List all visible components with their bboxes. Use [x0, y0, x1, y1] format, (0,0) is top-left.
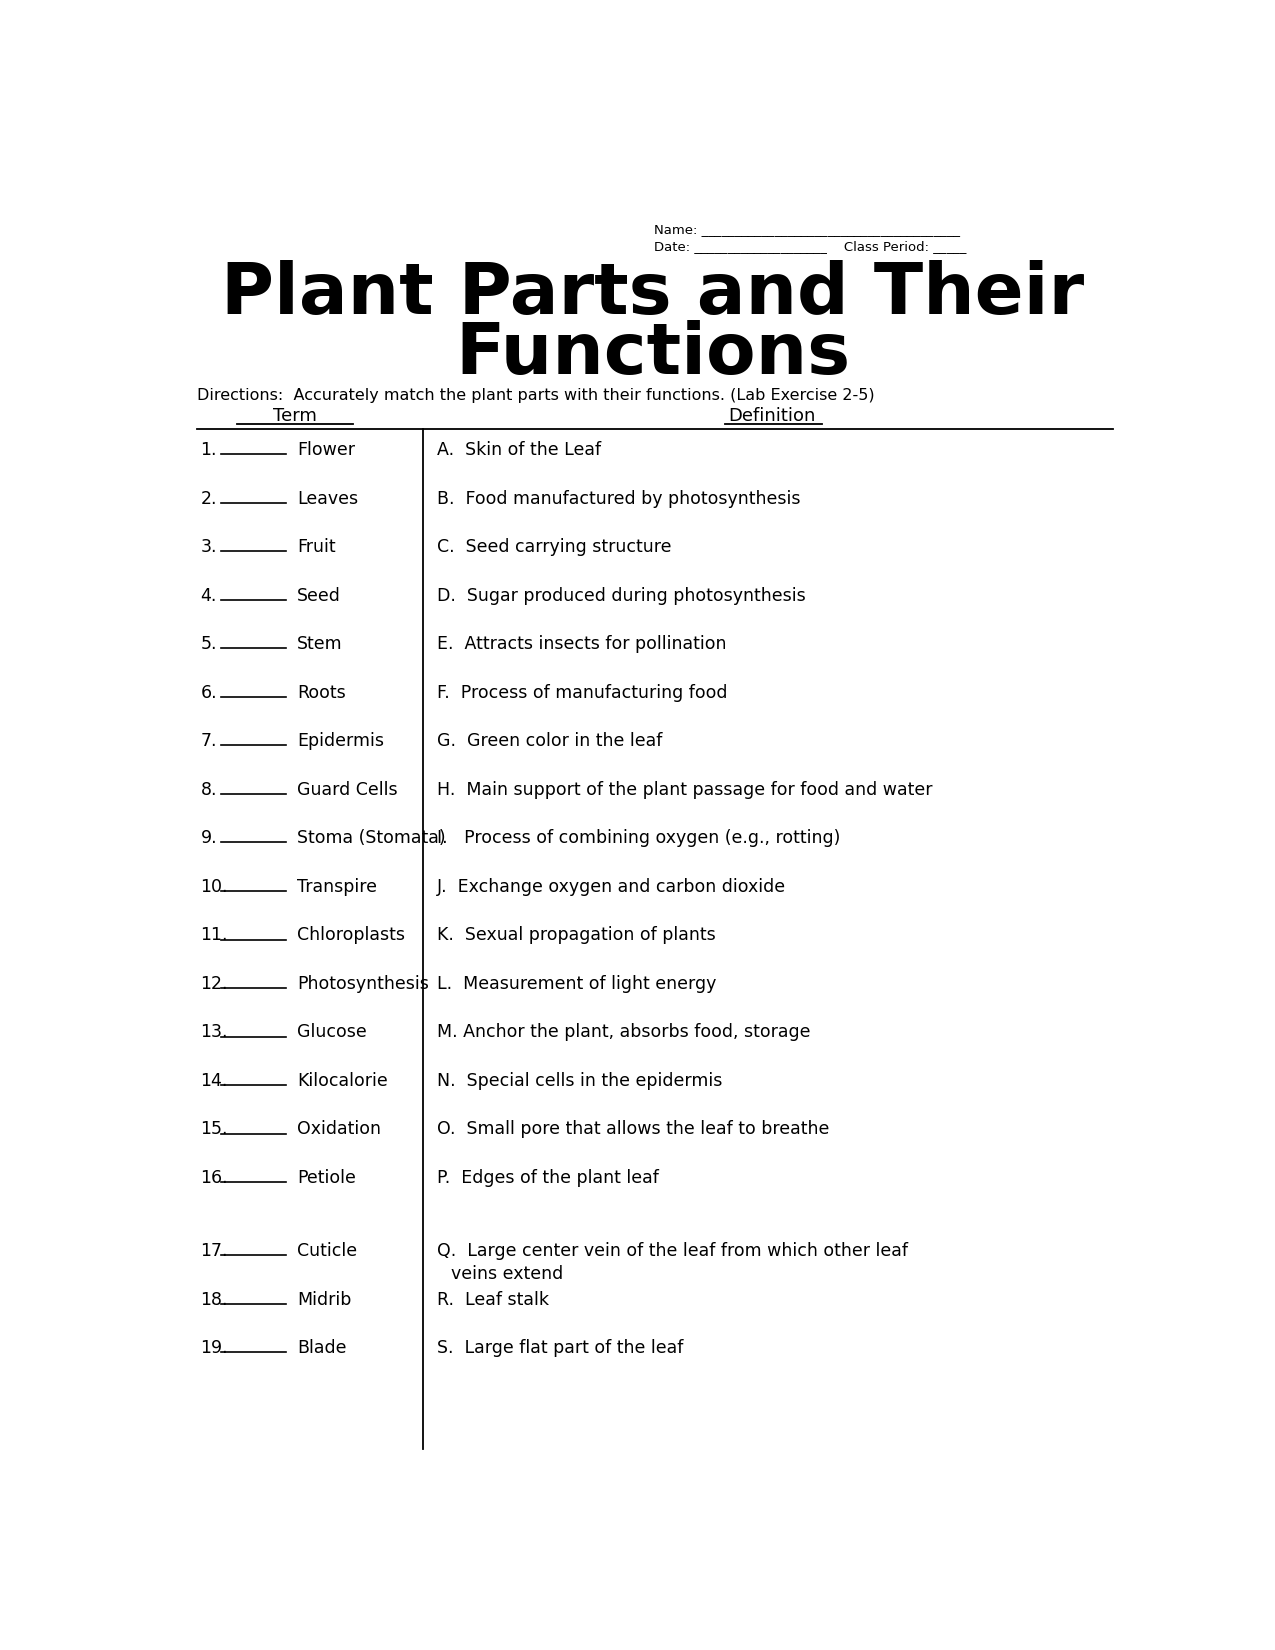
Text: 18.: 18. — [200, 1290, 228, 1308]
Text: M. Anchor the plant, absorbs food, storage: M. Anchor the plant, absorbs food, stora… — [437, 1023, 811, 1041]
Text: Photosynthesis: Photosynthesis — [297, 975, 430, 993]
Text: O.  Small pore that allows the leaf to breathe: O. Small pore that allows the leaf to br… — [437, 1120, 829, 1138]
Text: 14.: 14. — [200, 1072, 228, 1091]
Text: Stoma (Stomata): Stoma (Stomata) — [297, 830, 446, 848]
Text: 2.: 2. — [200, 490, 217, 508]
Text: Leaves: Leaves — [297, 490, 358, 508]
Text: 7.: 7. — [200, 733, 217, 751]
Text: 5.: 5. — [200, 635, 217, 653]
Text: Directions:  Accurately match the plant parts with their functions. (Lab Exercis: Directions: Accurately match the plant p… — [196, 388, 875, 403]
Text: Midrib: Midrib — [297, 1290, 352, 1308]
Text: C.  Seed carrying structure: C. Seed carrying structure — [437, 538, 672, 556]
Text: Definition: Definition — [728, 408, 815, 426]
Text: Date: ____________________    Class Period: _____: Date: ____________________ Class Period:… — [654, 239, 966, 252]
Text: 11.: 11. — [200, 926, 228, 944]
Text: Stem: Stem — [297, 635, 343, 653]
Text: 6.: 6. — [200, 683, 217, 701]
Text: Glucose: Glucose — [297, 1023, 367, 1041]
Text: S.  Large flat part of the leaf: S. Large flat part of the leaf — [437, 1340, 683, 1358]
Text: Kilocalorie: Kilocalorie — [297, 1072, 388, 1091]
Text: Chloroplasts: Chloroplasts — [297, 926, 405, 944]
Text: G.  Green color in the leaf: G. Green color in the leaf — [437, 733, 662, 751]
Text: D.  Sugar produced during photosynthesis: D. Sugar produced during photosynthesis — [437, 587, 806, 606]
Text: N.  Special cells in the epidermis: N. Special cells in the epidermis — [437, 1072, 722, 1091]
Text: J.  Exchange oxygen and carbon dioxide: J. Exchange oxygen and carbon dioxide — [437, 878, 785, 896]
Text: 17.: 17. — [200, 1242, 228, 1261]
Text: 4.: 4. — [200, 587, 217, 606]
Text: Epidermis: Epidermis — [297, 733, 384, 751]
Text: Blade: Blade — [297, 1340, 347, 1358]
Text: Cuticle: Cuticle — [297, 1242, 357, 1261]
Text: 8.: 8. — [200, 780, 217, 799]
Text: A.  Skin of the Leaf: A. Skin of the Leaf — [437, 441, 601, 459]
Text: Seed: Seed — [297, 587, 342, 606]
Text: Petiole: Petiole — [297, 1168, 356, 1186]
Text: F.  Process of manufacturing food: F. Process of manufacturing food — [437, 683, 727, 701]
Text: 16.: 16. — [200, 1168, 228, 1186]
Text: L.  Measurement of light energy: L. Measurement of light energy — [437, 975, 717, 993]
Text: R.  Leaf stalk: R. Leaf stalk — [437, 1290, 548, 1308]
Text: Roots: Roots — [297, 683, 346, 701]
Text: H.  Main support of the plant passage for food and water: H. Main support of the plant passage for… — [437, 780, 932, 799]
Text: 19.: 19. — [200, 1340, 228, 1358]
Text: Transpire: Transpire — [297, 878, 377, 896]
Text: K.  Sexual propagation of plants: K. Sexual propagation of plants — [437, 926, 715, 944]
Text: Name: _______________________________________: Name: __________________________________… — [654, 223, 960, 236]
Text: Term: Term — [273, 408, 317, 426]
Text: I.   Process of combining oxygen (e.g., rotting): I. Process of combining oxygen (e.g., ro… — [437, 830, 840, 848]
Text: 15.: 15. — [200, 1120, 228, 1138]
Text: 12.: 12. — [200, 975, 228, 993]
Text: 9.: 9. — [200, 830, 217, 848]
Text: B.  Food manufactured by photosynthesis: B. Food manufactured by photosynthesis — [437, 490, 801, 508]
Text: Guard Cells: Guard Cells — [297, 780, 398, 799]
Text: Functions: Functions — [455, 320, 850, 389]
Text: Plant Parts and Their: Plant Parts and Their — [222, 259, 1085, 328]
Text: 1.: 1. — [200, 441, 217, 459]
Text: E.  Attracts insects for pollination: E. Attracts insects for pollination — [437, 635, 727, 653]
Text: veins extend: veins extend — [451, 1266, 564, 1284]
Text: 3.: 3. — [200, 538, 217, 556]
Text: Q.  Large center vein of the leaf from which other leaf: Q. Large center vein of the leaf from wh… — [437, 1242, 908, 1261]
Text: P.  Edges of the plant leaf: P. Edges of the plant leaf — [437, 1168, 659, 1186]
Text: Fruit: Fruit — [297, 538, 335, 556]
Text: 10.: 10. — [200, 878, 228, 896]
Text: Flower: Flower — [297, 441, 356, 459]
Text: 13.: 13. — [200, 1023, 228, 1041]
Text: Oxidation: Oxidation — [297, 1120, 381, 1138]
